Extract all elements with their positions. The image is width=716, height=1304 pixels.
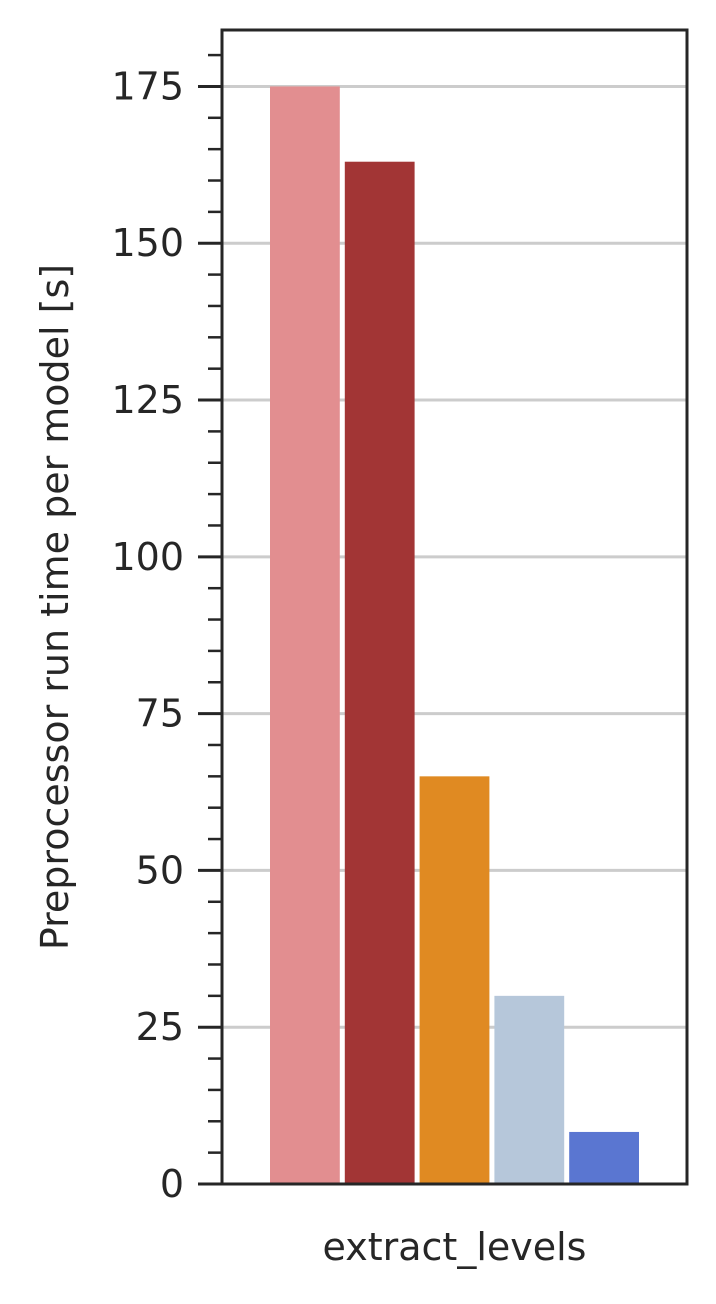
- y-axis-ticks: [198, 53, 222, 1186]
- bar: [344, 161, 415, 1184]
- x-category-label: extract_levels: [323, 1225, 587, 1269]
- y-tick-label: 75: [136, 692, 184, 736]
- bar: [270, 86, 340, 1184]
- y-tick-label: 100: [111, 535, 184, 579]
- y-tick-label: 25: [136, 1005, 184, 1049]
- bar: [494, 995, 565, 1184]
- y-tick-label: 50: [136, 848, 184, 892]
- y-tick-label: 125: [111, 378, 184, 422]
- y-tick-label: 0: [160, 1162, 184, 1206]
- bar: [419, 776, 490, 1184]
- bar: [569, 1131, 639, 1184]
- y-tick-label: 175: [111, 64, 184, 108]
- y-axis-label: Preprocessor run time per model [s]: [33, 264, 77, 950]
- plot-frame: [220, 28, 689, 1186]
- y-tick-label: 150: [111, 221, 184, 265]
- tick-labels: 0 25 50 75 100 125 150 175: [111, 64, 184, 1206]
- bars: [270, 86, 639, 1184]
